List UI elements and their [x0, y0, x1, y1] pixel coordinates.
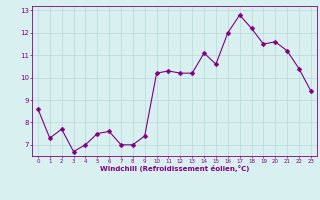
X-axis label: Windchill (Refroidissement éolien,°C): Windchill (Refroidissement éolien,°C) — [100, 165, 249, 172]
